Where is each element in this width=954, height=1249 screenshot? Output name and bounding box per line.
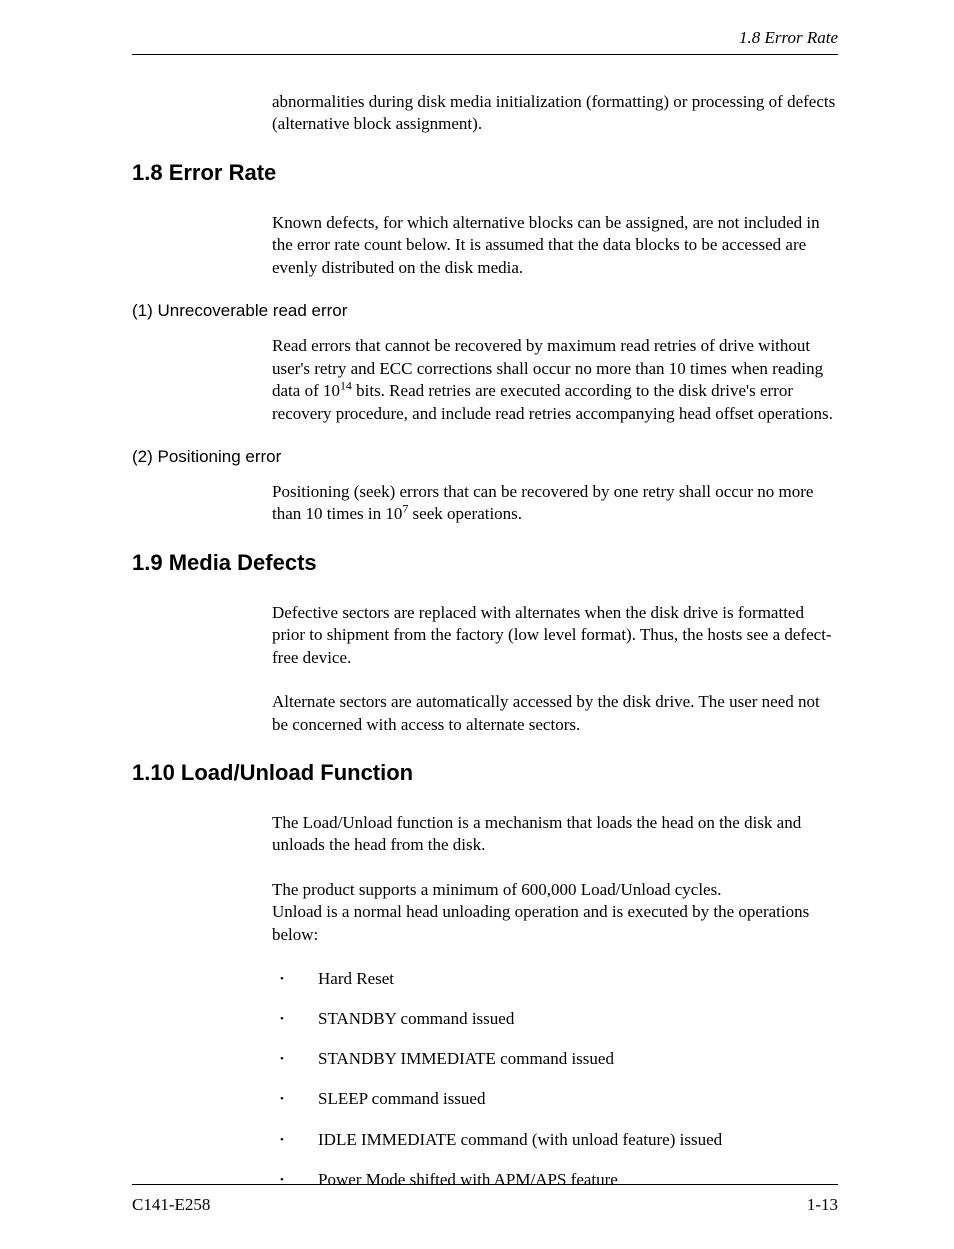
- list-item: STANDBY command issued: [272, 1008, 838, 1030]
- running-header: 1.8 Error Rate: [132, 28, 838, 55]
- list-item: SLEEP command issued: [272, 1088, 838, 1110]
- heading-1-9: 1.9 Media Defects: [132, 550, 838, 576]
- para-1-10-2-line1: The product supports a minimum of 600,00…: [272, 880, 721, 899]
- unload-bullet-list: Hard Reset STANDBY command issued STANDB…: [272, 968, 838, 1191]
- list-item: Hard Reset: [272, 968, 838, 990]
- section-1-8-intro: Known defects, for which alternative blo…: [272, 212, 838, 279]
- para-1-8-2: Positioning (seek) errors that can be re…: [272, 481, 838, 526]
- footer-rule: [132, 1184, 838, 1185]
- page: 1.8 Error Rate abnormalities during disk…: [0, 0, 954, 1249]
- text-after-exp: bits. Read retries are executed accordin…: [272, 381, 833, 422]
- footer: C141-E258 1-13: [132, 1184, 838, 1215]
- exponent: 14: [340, 378, 352, 392]
- subheading-1-8-2: (2) Positioning error: [132, 447, 838, 467]
- footer-left: C141-E258: [132, 1195, 210, 1215]
- para-1-9-2: Alternate sectors are automatically acce…: [272, 691, 838, 736]
- intro-continuation: abnormalities during disk media initiali…: [272, 91, 838, 136]
- text-before-exp: Positioning (seek) errors that can be re…: [272, 482, 813, 523]
- list-item: IDLE IMMEDIATE command (with unload feat…: [272, 1129, 838, 1151]
- para-1-10-2: The product supports a minimum of 600,00…: [272, 879, 838, 946]
- footer-right: 1-13: [807, 1195, 838, 1215]
- para-1-8-1: Read errors that cannot be recovered by …: [272, 335, 838, 425]
- heading-1-8: 1.8 Error Rate: [132, 160, 838, 186]
- para-1-9-1: Defective sectors are replaced with alte…: [272, 602, 838, 669]
- para-1-10-2-line2: Unload is a normal head unloading operat…: [272, 902, 809, 943]
- heading-1-10: 1.10 Load/Unload Function: [132, 760, 838, 786]
- text-after-exp: seek operations.: [408, 504, 522, 523]
- para-1-10-1: The Load/Unload function is a mechanism …: [272, 812, 838, 857]
- list-item: STANDBY IMMEDIATE command issued: [272, 1048, 838, 1070]
- subheading-1-8-1: (1) Unrecoverable read error: [132, 301, 838, 321]
